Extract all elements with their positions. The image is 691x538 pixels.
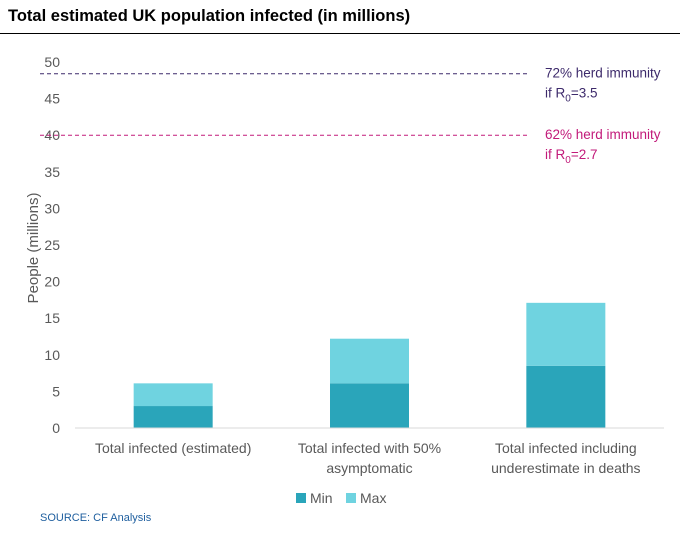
bar-max: [330, 338, 409, 384]
y-tick-label: 45: [44, 91, 60, 107]
title-rule: [0, 33, 680, 34]
category-label: Total infected (estimated): [95, 440, 251, 456]
reference-sublabel: if R0=3.5: [545, 86, 597, 105]
y-axis-label: People (millions): [25, 193, 42, 304]
bar-max: [526, 302, 606, 366]
reference-label: 62% herd immunity: [545, 127, 661, 142]
reference-lines: 72% herd immunity if R0=3.5 62% herd immun…: [40, 66, 661, 166]
category-label: Total infected including: [495, 440, 637, 456]
y-tick-label: 50: [44, 54, 60, 70]
y-tick-label: 40: [44, 127, 60, 143]
category-labels: Total infected (estimated) Total infected…: [95, 440, 641, 476]
y-tick-label: 0: [52, 420, 60, 436]
legend: Min Max: [296, 490, 386, 506]
bar-min: [526, 365, 606, 428]
bar-min: [330, 383, 409, 428]
legend-label: Max: [360, 490, 386, 506]
bar-min: [133, 406, 213, 428]
bars: [133, 302, 606, 428]
y-axis-ticks: 0 5 10 15 20 25 30 35 40 45 50: [44, 54, 60, 436]
y-tick-label: 25: [44, 237, 60, 253]
y-tick-label: 35: [44, 164, 60, 180]
category-label: Total infected with 50%: [298, 440, 441, 456]
legend-label: Min: [310, 490, 333, 506]
category-label: asymptomatic: [326, 460, 412, 476]
legend-swatch: [296, 493, 306, 503]
y-tick-label: 20: [44, 274, 60, 290]
reference-label: 72% herd immunity: [545, 66, 661, 81]
y-tick-label: 15: [44, 310, 60, 326]
legend-swatch: [346, 493, 356, 503]
y-tick-label: 30: [44, 200, 60, 216]
category-label: underestimate in deaths: [491, 460, 640, 476]
bar-max: [133, 383, 213, 407]
y-tick-label: 5: [52, 383, 60, 399]
chart-title: Total estimated UK population infected (…: [8, 7, 411, 25]
y-tick-label: 10: [44, 347, 60, 363]
source-note: SOURCE: CF Analysis: [40, 512, 152, 524]
reference-sublabel: if R0=2.7: [545, 147, 597, 166]
